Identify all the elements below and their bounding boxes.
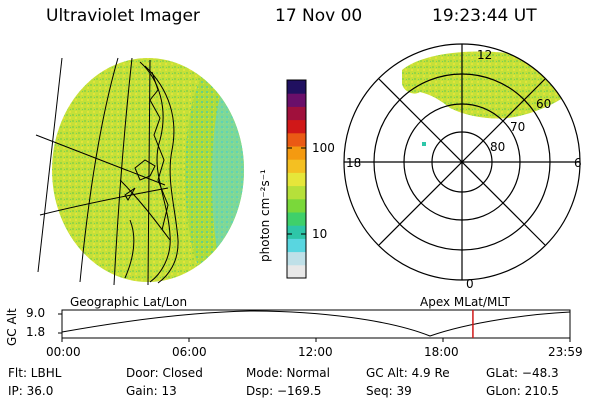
alt-xtick-0000: 00:00 [46, 345, 81, 359]
polar-image [343, 43, 581, 281]
colorbar-segment [287, 238, 306, 253]
mlt-label-12: 12 [477, 48, 493, 62]
colorbar-segment [287, 264, 306, 279]
altitude-plot [58, 309, 571, 342]
lat-label-80: 80 [490, 140, 506, 154]
alt-ytick-low: 1.8 [26, 325, 46, 339]
colorbar-segment [287, 93, 306, 107]
colorbar-segment [287, 225, 306, 239]
colorbar-segment [287, 146, 306, 160]
info-glat: GLat: −48.3 [486, 366, 559, 380]
lat-label-60: 60 [536, 97, 552, 111]
mlt-label-6: 6 [574, 156, 582, 170]
mlt-label-0: 0 [466, 277, 474, 291]
alt-xtick-0600: 06:00 [172, 345, 207, 359]
alt-xtick-1200: 12:00 [298, 345, 333, 359]
colorbar-segment [287, 132, 306, 147]
colorbar-segment [287, 185, 306, 200]
mlt-label-18: 18 [346, 156, 362, 170]
info-dsp: Dsp: −169.5 [246, 384, 322, 398]
colorbar-segment [287, 172, 306, 187]
polar-panel-label: Apex MLat/MLT [420, 295, 510, 309]
colorbar-segment [287, 119, 306, 134]
info-ip: IP: 36.0 [8, 384, 54, 398]
info-gain: Gain: 13 [126, 384, 177, 398]
colorbar-segment [287, 251, 306, 266]
info-seq: Seq: 39 [366, 384, 412, 398]
colorbar [286, 79, 307, 279]
colorbar-segment [287, 106, 306, 121]
geo-image [35, 57, 244, 286]
alt-xtick-2359: 23:59 [548, 345, 583, 359]
colorbar-unit-label: photon cm⁻²s⁻¹ [258, 169, 272, 262]
alt-xtick-1800: 18:00 [424, 345, 459, 359]
info-flt: Flt: LBHL [8, 366, 62, 380]
colorbar-segment [287, 159, 306, 173]
info-gcalt: GC Alt: 4.9 Re [366, 366, 450, 380]
colorbar-segment [287, 80, 306, 94]
colorbar-segment [287, 212, 306, 226]
date-label: 17 Nov 00 [275, 6, 363, 26]
colorbar-tick-100: 100 [312, 141, 335, 155]
info-door: Door: Closed [126, 366, 203, 380]
alt-plot-ylabel: GC Alt [5, 308, 19, 346]
info-glon: GLon: 210.5 [486, 384, 559, 398]
info-mode: Mode: Normal [246, 366, 330, 380]
colorbar-tick-10: 10 [312, 227, 328, 241]
time-label: 19:23:44 UT [432, 6, 537, 26]
alt-ytick-high: 9.0 [26, 306, 46, 320]
instrument-title: Ultraviolet Imager [46, 6, 200, 26]
geo-panel-label: Geographic Lat/Lon [70, 295, 188, 309]
lat-label-70: 70 [510, 120, 526, 134]
colorbar-segment [287, 198, 306, 213]
